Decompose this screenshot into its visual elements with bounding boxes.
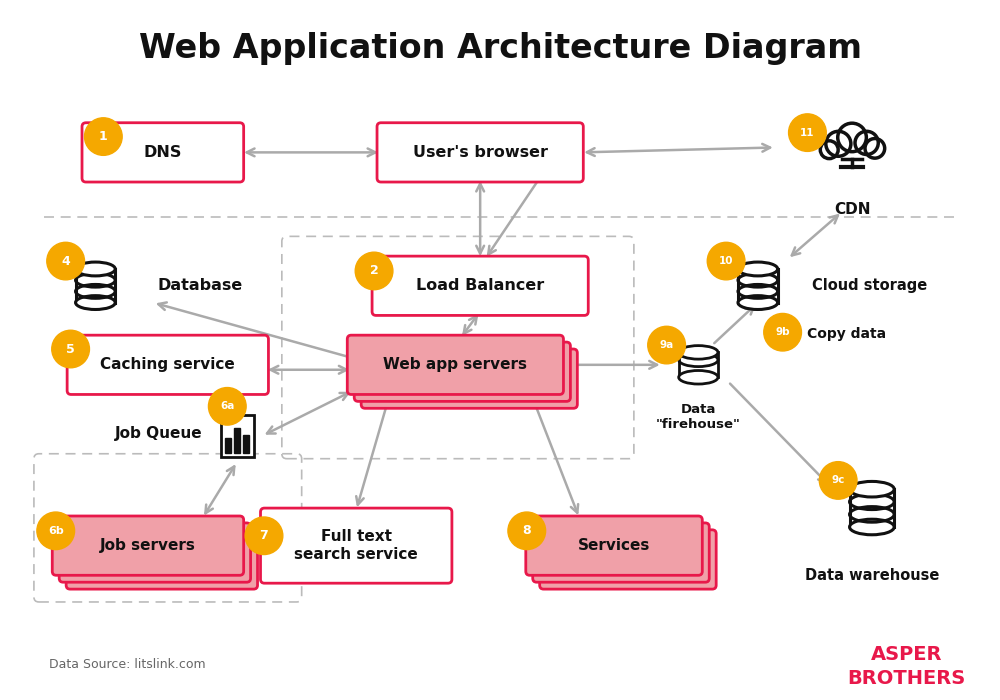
Circle shape (820, 141, 838, 159)
FancyBboxPatch shape (82, 122, 244, 182)
Circle shape (245, 517, 283, 554)
Circle shape (826, 131, 851, 157)
Text: 6a: 6a (220, 401, 234, 412)
FancyBboxPatch shape (377, 122, 583, 182)
FancyBboxPatch shape (372, 256, 588, 316)
Text: Copy data: Copy data (807, 327, 887, 341)
Circle shape (208, 388, 246, 425)
Text: 9c: 9c (831, 475, 845, 485)
Ellipse shape (850, 519, 894, 535)
Bar (850, 489, 894, 527)
Ellipse shape (679, 346, 718, 359)
FancyBboxPatch shape (526, 516, 702, 575)
Circle shape (837, 123, 867, 152)
Text: Web Application Architecture Diagram: Web Application Architecture Diagram (139, 32, 862, 65)
Text: 9b: 9b (775, 327, 790, 337)
Text: Services: Services (578, 538, 650, 553)
Text: DNS: DNS (144, 145, 182, 160)
Circle shape (819, 462, 857, 499)
Circle shape (855, 131, 878, 155)
Bar (679, 352, 718, 377)
FancyBboxPatch shape (354, 342, 570, 401)
Text: CDN: CDN (834, 202, 870, 217)
Ellipse shape (850, 482, 894, 497)
FancyBboxPatch shape (347, 335, 563, 395)
Text: Load Balancer: Load Balancer (416, 279, 544, 293)
Bar (234, 428, 240, 454)
Circle shape (84, 118, 122, 155)
Text: Data Source: litslink.com: Data Source: litslink.com (49, 658, 205, 671)
Ellipse shape (76, 262, 115, 276)
Circle shape (355, 252, 393, 290)
Ellipse shape (738, 295, 778, 309)
Text: Job Queue: Job Queue (115, 426, 203, 442)
Text: ASPER: ASPER (871, 645, 942, 664)
Circle shape (707, 242, 745, 280)
Text: BROTHERS: BROTHERS (847, 668, 966, 687)
Bar (738, 269, 778, 302)
Text: 7: 7 (260, 529, 268, 542)
Bar (243, 435, 249, 454)
Text: 5: 5 (66, 342, 75, 356)
Ellipse shape (76, 295, 115, 309)
Ellipse shape (679, 370, 718, 384)
FancyBboxPatch shape (66, 530, 258, 589)
Text: Full text
search service: Full text search service (294, 529, 418, 562)
Circle shape (37, 512, 75, 550)
Bar (76, 269, 115, 302)
Text: 9a: 9a (659, 340, 674, 350)
Text: Database: Database (158, 279, 243, 293)
Ellipse shape (738, 262, 778, 276)
Circle shape (648, 326, 685, 364)
FancyBboxPatch shape (261, 508, 452, 583)
Text: Data
"firehouse": Data "firehouse" (656, 403, 741, 431)
Text: Cloud storage: Cloud storage (812, 279, 928, 293)
Text: Web app servers: Web app servers (383, 357, 527, 372)
Circle shape (865, 139, 885, 158)
FancyBboxPatch shape (540, 530, 716, 589)
Text: User's browser: User's browser (413, 145, 548, 160)
Bar (225, 438, 231, 454)
Text: Job servers: Job servers (100, 538, 196, 553)
FancyBboxPatch shape (59, 523, 251, 582)
Text: 11: 11 (800, 127, 815, 138)
FancyBboxPatch shape (361, 349, 577, 408)
Text: 6b: 6b (48, 526, 64, 536)
FancyBboxPatch shape (67, 335, 268, 395)
Text: Caching service: Caching service (100, 357, 235, 372)
FancyBboxPatch shape (533, 523, 709, 582)
Text: 10: 10 (719, 256, 733, 266)
Text: Data warehouse: Data warehouse (805, 568, 939, 583)
Circle shape (52, 330, 89, 368)
Text: 8: 8 (522, 524, 531, 538)
Circle shape (789, 114, 826, 151)
Circle shape (47, 242, 84, 280)
Bar (221, 415, 254, 456)
Circle shape (508, 512, 546, 550)
FancyBboxPatch shape (52, 516, 244, 575)
Text: 2: 2 (370, 265, 378, 277)
Circle shape (764, 314, 801, 351)
Text: 4: 4 (61, 255, 70, 267)
Text: 1: 1 (99, 130, 108, 143)
